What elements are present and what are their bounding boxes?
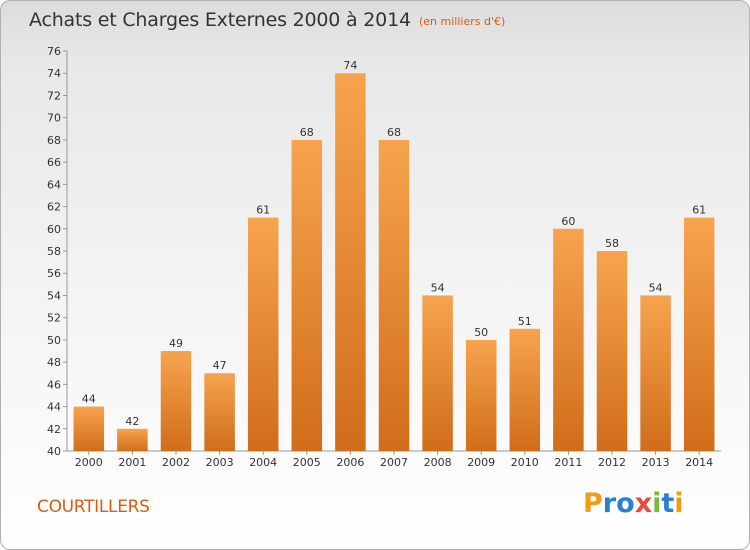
x-tick-label: 2000 [75,456,103,469]
y-tick-label: 72 [47,89,61,102]
y-tick-label: 46 [47,378,61,391]
bar-2007 [378,139,410,451]
y-tick-label: 44 [47,401,61,414]
x-tick-label: 2013 [642,456,670,469]
y-tick-label: 52 [47,312,61,325]
value-label: 68 [300,126,314,139]
x-tick-label: 2002 [162,456,190,469]
bar-2001 [117,428,148,451]
x-tick-label: 2007 [380,456,408,469]
value-label: 58 [605,237,619,250]
x-tick-label: 2005 [293,456,321,469]
y-tick-label: 62 [47,201,61,214]
value-label: 54 [431,281,445,294]
value-label: 54 [649,281,663,294]
logo-letter: o [616,488,635,519]
bar-2011 [553,228,584,451]
value-label: 47 [213,359,227,372]
y-axis: 40 42 44 46 48 50 52 54 56 58 60 62 64 66 68 70 72 74 76 [47,45,68,458]
value-label: 49 [169,337,183,350]
chart-title: Achats et Charges Externes 2000 à 2014 [29,9,411,31]
bar-2010 [509,328,541,451]
bar-2004 [247,217,279,451]
y-tick-label: 42 [47,423,61,436]
bar-2000 [73,406,105,451]
logo-letter: t [661,488,675,519]
chart-subtitle: (en milliers d'€) [419,15,506,28]
x-tick-label: 2003 [206,456,234,469]
x-tick-label: 2011 [554,456,582,469]
y-tick-label: 60 [47,223,61,236]
value-label: 61 [692,204,706,217]
value-labels: 44 42 49 47 61 68 74 68 54 50 51 60 58 54 61 [82,59,706,428]
proxiti-logo[interactable]: Proxiti [583,488,684,519]
x-tick-label: 2004 [249,456,277,469]
logo-letter: i [652,488,662,519]
y-tick-label: 56 [47,267,61,280]
bar-2002 [160,351,192,451]
y-tick-label: 68 [47,134,61,147]
y-tick-label: 50 [47,334,61,347]
bar-2012 [596,251,628,451]
logo-letter: i [674,488,684,519]
value-label: 68 [387,126,401,139]
logo-letter: P [583,488,603,519]
x-tick-label: 2001 [118,456,146,469]
logo-letter: x [634,488,653,519]
x-tick-label: 2012 [598,456,626,469]
value-label: 44 [82,393,96,406]
bar-2005 [291,139,323,451]
y-tick-label: 74 [47,67,61,80]
value-label: 51 [518,315,532,328]
x-tick-label: 2010 [511,456,539,469]
y-tick-label: 66 [47,156,61,169]
value-label: 60 [561,215,575,228]
x-axis: 2000 2001 2002 2003 2004 2005 2006 2007 2008 2009… [67,450,721,469]
y-tick-label: 58 [47,245,61,258]
x-tick-label: 2006 [336,456,364,469]
x-tick-label: 2014 [685,456,713,469]
bar-2009 [465,339,497,451]
bar-2008 [422,295,453,451]
y-tick-label: 48 [47,356,61,369]
y-tick-label: 54 [47,289,61,302]
value-label: 50 [474,326,488,339]
y-tick-label: 70 [47,112,61,125]
y-tick-label: 76 [47,45,61,58]
bar-2014 [683,217,715,451]
commune-name: COURTILLERS [37,497,150,517]
bar-2003 [204,373,235,451]
bar-2006 [335,73,366,451]
bars [73,73,715,451]
value-label: 61 [256,204,270,217]
value-label: 42 [125,415,139,428]
bar-2013 [640,295,671,451]
y-tick-label: 64 [47,178,61,191]
logo-letter: r [602,488,617,519]
x-tick-label: 2009 [467,456,495,469]
y-tick-label: 40 [47,445,61,458]
x-tick-label: 2008 [424,456,452,469]
value-label: 74 [343,59,357,72]
